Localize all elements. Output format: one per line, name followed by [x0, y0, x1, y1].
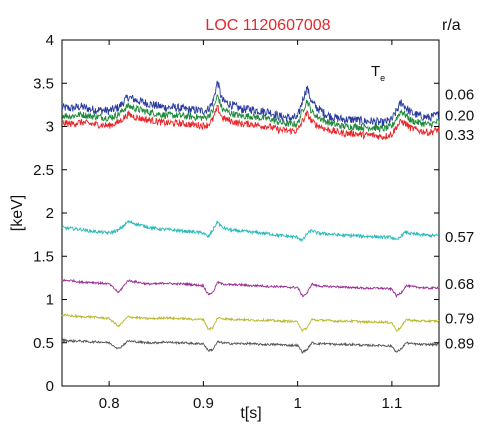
x-tick-label: 1.1: [381, 395, 402, 412]
quantity-subscript: e: [380, 73, 385, 83]
x-tick-label: 1: [293, 395, 301, 412]
series-line-0.68: [61, 278, 440, 299]
x-tick-label: 0.8: [99, 395, 120, 412]
right-header: r/a: [442, 17, 461, 34]
series-label-0.06: 0.06: [445, 86, 474, 103]
series-label-0.33: 0.33: [445, 127, 474, 144]
y-tick-label: 4: [46, 32, 54, 49]
y-tick-label: 3: [46, 119, 54, 136]
quantity-label: Te: [371, 63, 385, 83]
y-axis-label: [keV]: [9, 195, 26, 231]
chart-title: LOC 1120607008: [205, 17, 330, 34]
x-axis-label: t[s]: [240, 405, 261, 422]
series-label-0.79: 0.79: [445, 311, 474, 328]
series-line-0.79: [61, 313, 440, 333]
series-label-0.89: 0.89: [445, 336, 474, 353]
series-label-0.68: 0.68: [445, 276, 474, 293]
y-tick-label: 1: [46, 292, 54, 309]
y-tick-label: 0.5: [33, 335, 54, 352]
plot-frame: [61, 39, 440, 387]
y-tick-label: 0: [46, 378, 54, 395]
y-tick-label: 2: [46, 205, 54, 222]
series-line-0.57: [61, 219, 440, 243]
right-labels: 0.06 0.20 0.33 0.57 0.68 0.79 0.89: [445, 86, 474, 352]
series-label-0.57: 0.57: [445, 229, 474, 246]
series-layer: [61, 80, 440, 354]
ticks-layer: 0.8 0.9 1 1.1 0 0.5 1 1.5 2 2.5 3 3.5 4: [33, 32, 439, 412]
y-tick-label: 2.5: [33, 162, 54, 179]
x-tick-label: 0.9: [193, 395, 214, 412]
y-tick-label: 3.5: [33, 75, 54, 92]
series-line-0.20: [61, 94, 440, 134]
series-line-0.06: [61, 80, 440, 128]
y-tick-label: 1.5: [33, 248, 54, 265]
series-line-0.89: [61, 338, 440, 354]
series-line-0.33: [61, 104, 440, 141]
series-label-0.20: 0.20: [445, 107, 474, 124]
